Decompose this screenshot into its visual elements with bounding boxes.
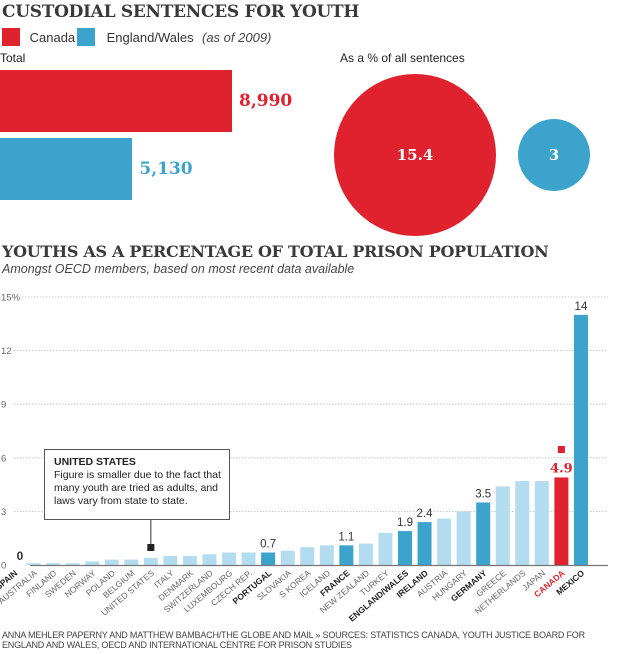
bubble-canada: 15.4	[334, 74, 496, 236]
bar-greece	[495, 486, 510, 565]
bar-australia	[26, 563, 41, 565]
annotation-heading: UNITED STATES	[54, 456, 136, 468]
data-label: 1.1	[338, 531, 354, 543]
bar-mexico	[573, 314, 588, 565]
total-value-label: 8,990	[239, 91, 293, 111]
y-tick-label: 3	[1, 507, 6, 518]
bar-slovakia	[280, 550, 295, 565]
bar-belgium	[124, 559, 139, 565]
bar-hungary	[456, 511, 471, 565]
bubble-england-wales: 3	[518, 119, 590, 191]
footer-credits: ANNA MEHLER PAPERNY AND MATTHEW BAMBACH/…	[2, 630, 585, 650]
data-label: 4.9	[550, 461, 573, 476]
bar-denmark	[182, 556, 197, 565]
annotation-text: Figure is smaller due to the fact that m…	[54, 469, 221, 507]
section2-title: YOUTHS AS A PERCENTAGE OF TOTAL PRISON P…	[2, 242, 549, 261]
bar-switzerland	[202, 554, 217, 565]
percent-label: As a % of all sentences	[340, 51, 465, 65]
data-label: 2.4	[417, 508, 434, 520]
bar-sweden	[65, 563, 80, 565]
data-label: 14	[575, 301, 588, 313]
bar-germany	[476, 502, 491, 565]
bar-luxembourg	[222, 552, 237, 565]
y-tick-label: 9	[1, 400, 6, 411]
total-bar-canada	[0, 70, 232, 132]
bar-portugal	[261, 552, 276, 565]
section1-title: CUSTODIAL SENTENCES FOR YOUTH	[2, 2, 360, 22]
legend-canada: Canada	[2, 28, 75, 48]
bar-austria	[437, 518, 452, 565]
y-tick-label: 15%	[1, 293, 21, 304]
bar-netherlands	[515, 481, 530, 565]
legend-swatch-canada	[2, 28, 20, 46]
bar-finland	[46, 563, 61, 565]
legend-label-canada: Canada	[29, 29, 76, 45]
legend-england-wales: England/Wales	[77, 28, 194, 48]
bar-japan	[534, 481, 549, 565]
annotation-united-states: UNITED STATES Figure is smaller due to t…	[44, 449, 230, 520]
bar-canada	[554, 477, 569, 565]
annotation-marker	[147, 544, 155, 551]
bar-czech-rep-	[241, 552, 256, 565]
prison-population-bar-chart: 03691215%0SPAINAUSTRALIAFINLANDSWEDENNOR…	[0, 293, 608, 624]
bar-italy	[163, 556, 178, 565]
y-tick-label: 6	[1, 453, 6, 464]
total-bar-england-wales	[0, 138, 133, 200]
legend-swatch-england-wales	[77, 28, 95, 46]
bar-england-wales	[398, 531, 412, 565]
total-label: Total	[0, 51, 26, 65]
y-tick-label: 12	[1, 346, 12, 357]
bar-s-korea	[300, 547, 315, 565]
section2-subtitle: Amongst OECD members, based on most rece…	[2, 262, 355, 276]
bar-turkey	[378, 532, 393, 565]
legend-note: (as of 2009)	[202, 30, 272, 45]
bar-united-states	[143, 557, 158, 565]
data-label: 0	[17, 549, 24, 563]
total-value-label: 5,130	[139, 159, 193, 179]
bar-iceland	[319, 545, 334, 565]
bar-france	[339, 545, 354, 565]
data-label: 1.9	[397, 517, 413, 529]
data-label: 3.5	[475, 488, 491, 500]
canada-marker	[557, 446, 565, 453]
bar-poland	[104, 559, 119, 565]
legend-label-england-wales: England/Wales	[106, 29, 194, 45]
bar-new-zealand	[358, 543, 373, 565]
data-label: 0.7	[260, 538, 276, 550]
y-tick-label: 0	[1, 561, 6, 572]
bar-ireland	[417, 522, 432, 565]
bar-norway	[85, 561, 100, 565]
